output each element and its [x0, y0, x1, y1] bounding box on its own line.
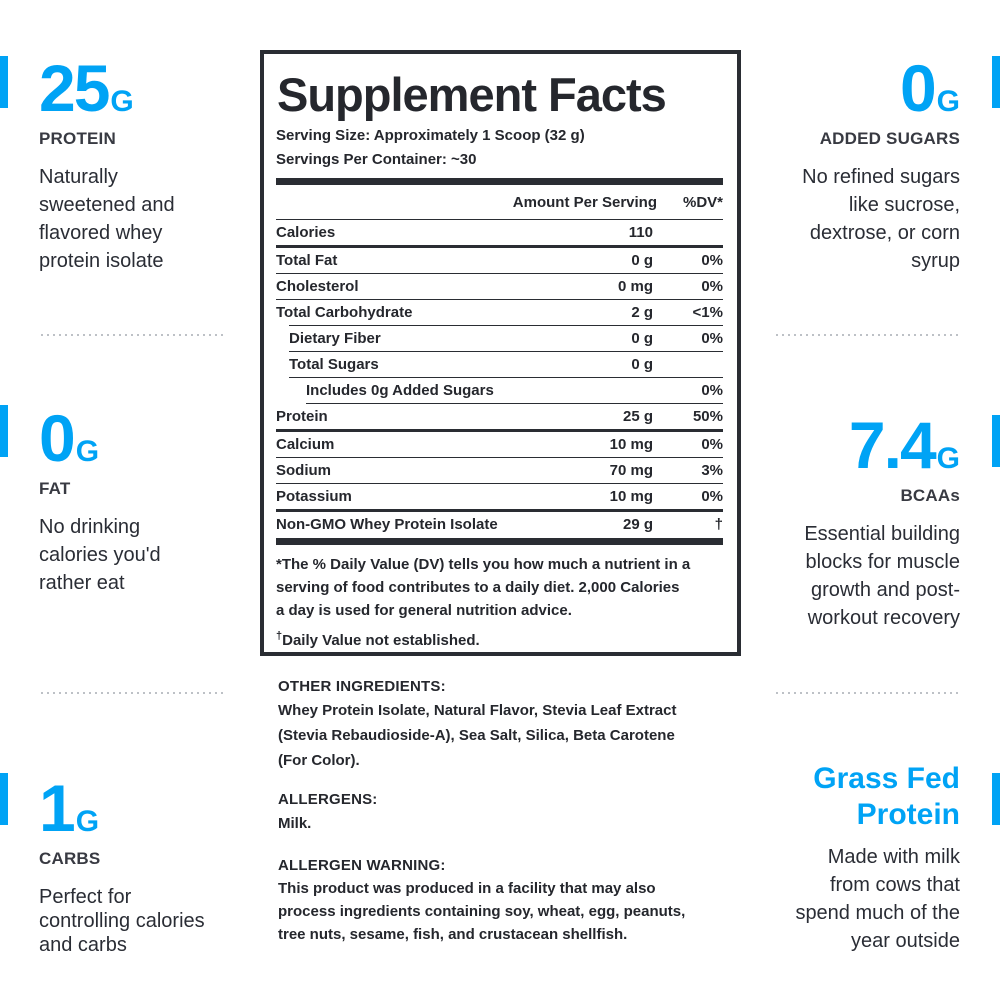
stat-caption: FAT — [39, 479, 71, 498]
servings-per-container: Servings Per Container: ~30 — [276, 151, 477, 168]
facts-row: Calories 110 — [276, 224, 653, 241]
facts-row: Total Sugars 0 g — [289, 356, 653, 373]
accent-bar — [992, 773, 1000, 825]
facts-row: Dietary Fiber 0 g 0% — [289, 330, 723, 347]
dotted-divider — [39, 334, 225, 336]
divider-thick — [276, 178, 723, 185]
facts-row: Total Carbohydrate 2 g <1% — [276, 304, 723, 321]
stat-caption: CARBS — [39, 849, 101, 868]
dv-footnote: *The % Daily Value (DV) tells you how mu… — [276, 556, 691, 619]
stat-grass-fed: Grass Fed Protein Made with milk from cows… — [760, 761, 960, 955]
facts-row: Total Fat 0 g 0% — [276, 252, 723, 269]
facts-row: Sodium 70 mg 3% — [276, 462, 723, 479]
dotted-divider — [774, 692, 960, 694]
accent-bar — [992, 415, 1000, 467]
stat-value: 0G — [899, 51, 960, 125]
facts-row: Non-GMO Whey Protein Isolate 29 g † — [276, 516, 723, 533]
allergens: ALLERGENS: Milk. — [278, 791, 378, 832]
stat-description: Essential building blocks for muscle growt… — [804, 523, 960, 629]
stat-added-sugars: 0G ADDED SUGARS No refined sugars like su… — [760, 55, 960, 275]
stat-value: 7.4G — [848, 408, 960, 482]
allergen-warning: ALLERGEN WARNING: This product was produ… — [278, 857, 686, 943]
stat-value: 25G — [39, 51, 134, 125]
accent-bar — [0, 56, 8, 108]
dotted-divider — [774, 334, 960, 336]
facts-row: Calcium 10 mg 0% — [276, 436, 723, 453]
facts-header: Amount Per Serving %DV* — [512, 193, 723, 211]
stat-caption: PROTEIN — [39, 129, 116, 148]
stat-description: Perfect for controlling calories and carbs — [39, 886, 205, 956]
dotted-divider — [39, 692, 225, 694]
stat-description: No refined sugars like sucrose, dextrose, … — [802, 166, 960, 272]
stat-description: Naturally sweetened and flavored whey prote… — [39, 166, 175, 272]
stat-protein: 25G PROTEIN Naturally sweetened and flavor… — [39, 55, 239, 275]
stat-value: 1G — [39, 771, 100, 845]
stat-description: Made with milk from cows that spend much o… — [795, 846, 960, 952]
supplement-facts-panel: Supplement Facts Serving Size: Approxima… — [260, 50, 741, 656]
stat-caption: ADDED SUGARS — [819, 129, 960, 148]
facts-row: Protein 25 g 50% — [276, 408, 723, 425]
other-ingredients: OTHER INGREDIENTS: Whey Protein Isolate,… — [278, 678, 677, 769]
accent-bar — [0, 405, 8, 457]
stat-fat: 0G FAT No drinking calories you'd rather e… — [39, 405, 239, 597]
stat-value: 0G — [39, 401, 100, 475]
stat-caption: BCAAs — [900, 486, 960, 505]
stat-carbs: 1G CARBS Perfect for controlling calories… — [39, 775, 239, 957]
stat-title: Grass Fed Protein — [813, 762, 960, 831]
facts-title: Supplement Facts — [277, 68, 667, 121]
stat-bcaas: 7.4G BCAAs Essential building blocks for … — [760, 412, 960, 632]
facts-row: Includes 0g Added Sugars 0% — [306, 382, 723, 399]
accent-bar — [0, 773, 8, 825]
facts-row: Potassium 10 mg 0% — [276, 488, 723, 505]
serving-size: Serving Size: Approximately 1 Scoop (32 … — [276, 127, 585, 144]
accent-bar — [992, 56, 1000, 108]
facts-row: Cholesterol 0 mg 0% — [276, 278, 723, 295]
stat-description: No drinking calories you'd rather eat — [39, 516, 161, 594]
dagger-footnote: †Daily Value not established. — [276, 630, 480, 649]
